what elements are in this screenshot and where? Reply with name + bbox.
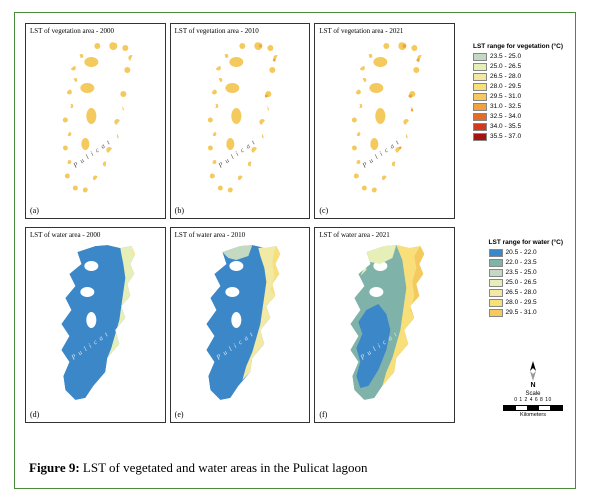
legend-swatch — [473, 103, 487, 111]
panel-title: LST of vegetation area - 2021 — [319, 27, 403, 35]
legend-swatch — [489, 249, 503, 257]
legend-label: 22.0 - 23.5 — [506, 258, 537, 268]
panel-label: (f) — [319, 410, 327, 419]
legend-swatch — [473, 133, 487, 141]
panel-label: (b) — [175, 206, 184, 215]
legend-title: LST range for water (°C) — [489, 239, 563, 246]
legend-swatch — [489, 299, 503, 307]
svg-text:P u l i c a t: P u l i c a t — [71, 138, 112, 170]
panel-label: (d) — [30, 410, 39, 419]
svg-text:P u l i c a t: P u l i c a t — [216, 138, 257, 170]
legend-title: LST range for vegetation (°C) — [473, 43, 563, 50]
legend-row: 25.0 - 26.5 — [473, 62, 563, 72]
legend-row: 20.5 - 22.0 — [489, 248, 563, 258]
legend-label: 23.5 - 25.0 — [490, 52, 521, 62]
legend-swatch — [473, 93, 487, 101]
legend-swatch — [489, 309, 503, 317]
legend-label: 28.0 - 29.5 — [490, 82, 521, 92]
legend-row: 23.5 - 25.0 — [489, 268, 563, 278]
panel-d: LST of water area - 2000 P u l i c a t — [25, 227, 166, 423]
legend-row: 31.0 - 32.5 — [473, 102, 563, 112]
legend-label: 32.5 - 34.0 — [490, 112, 521, 122]
panel-label: (e) — [175, 410, 184, 419]
legend-label: 26.5 - 28.0 — [506, 288, 537, 298]
legend-row: 25.0 - 26.5 — [489, 278, 563, 288]
legend-label: 29.5 - 31.0 — [506, 308, 537, 318]
legend-row: 23.5 - 25.0 — [473, 52, 563, 62]
panel-label: (a) — [30, 206, 39, 215]
panel-b: LST of vegetation area - 2010 — [170, 23, 311, 219]
panel-f: LST of water area - 2021 — [314, 227, 455, 423]
legend-swatch — [489, 279, 503, 287]
map-veg-2021: P u l i c a t — [315, 36, 454, 206]
legend-row: 29.5 - 31.0 — [473, 92, 563, 102]
legend-water: LST range for water (°C) 20.5 - 22.022.0… — [489, 239, 563, 318]
legend-row: 26.5 - 28.0 — [489, 288, 563, 298]
legend-row: 28.0 - 29.5 — [473, 82, 563, 92]
panel-e: LST of water area - 2010 P u l — [170, 227, 311, 423]
legend-row: 29.5 - 31.0 — [489, 308, 563, 318]
legend-swatch — [473, 63, 487, 71]
panel-title: LST of vegetation area - 2010 — [175, 27, 259, 35]
panel-title: LST of water area - 2021 — [319, 231, 389, 239]
caption-text: LST of vegetated and water areas in the … — [80, 460, 368, 475]
legend-swatch — [489, 259, 503, 267]
legend-row: 35.5 - 37.0 — [473, 132, 563, 142]
legend-label: 31.0 - 32.5 — [490, 102, 521, 112]
legend-label: 29.5 - 31.0 — [490, 92, 521, 102]
map-water-2000: P u l i c a t — [26, 240, 165, 410]
scale-bar — [503, 405, 563, 411]
legend-label: 26.5 - 28.0 — [490, 72, 521, 82]
figure-caption: Figure 9: LST of vegetated and water are… — [29, 460, 368, 476]
map-water-2010: P u l i c a t — [171, 240, 310, 410]
panel-title: LST of vegetation area - 2000 — [30, 27, 114, 35]
legend-swatch — [489, 289, 503, 297]
map-veg-2010: P u l i c a t — [171, 36, 310, 206]
legend-label: 34.0 - 35.5 — [490, 122, 521, 132]
panel-title: LST of water area - 2010 — [175, 231, 245, 239]
map-veg-2000: P u l i c a t — [26, 36, 165, 206]
legend-row: 26.5 - 28.0 — [473, 72, 563, 82]
legend-swatch — [489, 269, 503, 277]
legend-swatch — [473, 73, 487, 81]
figure-frame: LST of vegetation area - 2000 — [14, 12, 576, 489]
compass-scale: N Scale 0 1 2 4 6 8 10 Kilometers — [503, 360, 563, 418]
legend-label: 23.5 - 25.0 — [506, 268, 537, 278]
svg-text:P u l i c a t: P u l i c a t — [360, 138, 401, 170]
legend-swatch — [473, 53, 487, 61]
map-water-2021: P u l i c a t — [315, 240, 454, 410]
caption-bold: Figure 9: — [29, 460, 80, 475]
scale-ticks: 0 1 2 4 6 8 10 — [503, 397, 563, 403]
legend-row: 32.5 - 34.0 — [473, 112, 563, 122]
compass-n-label: N — [503, 382, 563, 389]
legend-row: 22.0 - 23.5 — [489, 258, 563, 268]
legend-swatch — [473, 113, 487, 121]
legend-swatch — [473, 83, 487, 91]
panel-title: LST of water area - 2000 — [30, 231, 100, 239]
legend-label: 35.5 - 37.0 — [490, 132, 521, 142]
legend-row: 28.0 - 29.5 — [489, 298, 563, 308]
panel-c: LST of vegetation area - 2021 — [314, 23, 455, 219]
legend-label: 20.5 - 22.0 — [506, 248, 537, 258]
page: LST of vegetation area - 2000 — [0, 0, 590, 501]
scale-units: Kilometers — [503, 412, 563, 418]
compass-icon — [522, 360, 544, 382]
panel-label: (c) — [319, 206, 328, 215]
legend-row: 34.0 - 35.5 — [473, 122, 563, 132]
legend-vegetation: LST range for vegetation (°C) 23.5 - 25.… — [473, 43, 563, 142]
legend-label: 25.0 - 26.5 — [490, 62, 521, 72]
panel-grid: LST of vegetation area - 2000 — [25, 23, 455, 423]
legend-swatch — [473, 123, 487, 131]
legend-label: 25.0 - 26.5 — [506, 278, 537, 288]
legend-label: 28.0 - 29.5 — [506, 298, 537, 308]
panel-a: LST of vegetation area - 2000 — [25, 23, 166, 219]
